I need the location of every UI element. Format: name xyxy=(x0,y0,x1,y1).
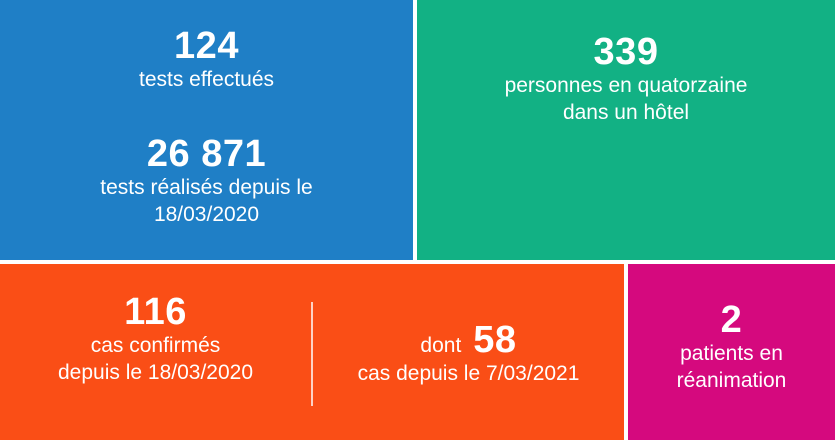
quarantine-label-line1: personnes en quatorzaine xyxy=(504,74,748,97)
total-tests-value: 26 871 xyxy=(146,133,267,175)
quarantine-value: 339 xyxy=(593,31,659,73)
icu-tile: 2 patients en réanimation xyxy=(628,264,835,440)
total-tests-label-line1: tests réalisés depuis le xyxy=(100,176,313,199)
confirmed-cases-section: 116 cas confirmés depuis le 18/03/2020 xyxy=(0,264,311,440)
tests-tile: 124 tests effectués 26 871 tests réalisé… xyxy=(0,0,413,260)
icu-label-line2: réanimation xyxy=(676,369,787,392)
confirmed-cases-label-line2: depuis le 18/03/2020 xyxy=(58,361,253,384)
recent-cases-row: dont 58 xyxy=(313,320,624,360)
daily-tests-value: 124 xyxy=(174,25,239,67)
icu-block: 2 patients en réanimation xyxy=(628,300,835,394)
icu-label-line1: patients en xyxy=(680,342,783,365)
recent-cases-section: dont 58 cas depuis le 7/03/2021 xyxy=(313,264,624,440)
recent-cases-prefix: dont xyxy=(420,334,462,357)
quarantine-label-line2: dans un hôtel xyxy=(562,101,690,124)
quarantine-block: 339 personnes en quatorzaine dans un hôt… xyxy=(417,32,835,126)
recent-cases-block: dont 58 cas depuis le 7/03/2021 xyxy=(313,320,624,387)
recent-cases-label: cas depuis le 7/03/2021 xyxy=(357,362,580,385)
total-tests-label-line2: 18/03/2020 xyxy=(153,203,260,226)
daily-tests-label: tests effectués xyxy=(138,68,275,91)
cases-divider xyxy=(311,302,313,406)
cases-tile: 116 cas confirmés depuis le 18/03/2020 d… xyxy=(0,264,624,440)
recent-cases-value: 58 xyxy=(473,319,517,361)
confirmed-cases-value: 116 xyxy=(124,291,187,333)
icu-value: 2 xyxy=(720,299,743,341)
quarantine-tile: 339 personnes en quatorzaine dans un hôt… xyxy=(417,0,835,260)
confirmed-cases-label-line1: cas confirmés xyxy=(90,334,221,357)
total-tests-block: 26 871 tests réalisés depuis le 18/03/20… xyxy=(0,134,413,228)
daily-tests-block: 124 tests effectués xyxy=(0,26,413,93)
confirmed-cases-block: 116 cas confirmés depuis le 18/03/2020 xyxy=(0,292,311,386)
